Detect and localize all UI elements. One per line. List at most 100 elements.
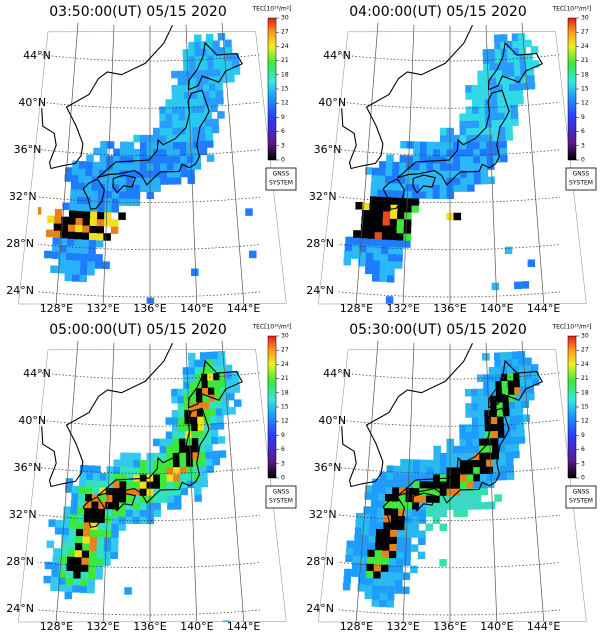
tec-cell bbox=[466, 480, 475, 489]
tec-cell bbox=[515, 407, 524, 416]
tec-cell bbox=[479, 459, 488, 467]
tec-cell bbox=[178, 431, 187, 439]
tec-cell bbox=[502, 76, 510, 85]
tec-cell bbox=[518, 358, 526, 366]
tec-cell bbox=[403, 240, 411, 248]
tec-cell bbox=[377, 500, 386, 508]
tec-cell bbox=[220, 75, 229, 83]
tec-cell bbox=[190, 91, 199, 99]
tec-cell bbox=[212, 457, 221, 466]
tec-cell bbox=[504, 111, 512, 120]
tec-cell bbox=[494, 359, 502, 368]
tec-cell bbox=[212, 365, 221, 374]
tec-cell bbox=[213, 379, 222, 388]
colorbar-label: TEC[10¹⁶/m²] bbox=[551, 6, 591, 13]
tec-cell bbox=[91, 183, 99, 191]
meridian bbox=[402, 342, 415, 622]
tec-cell bbox=[82, 225, 90, 233]
tec-cell bbox=[495, 69, 504, 78]
tec-cell bbox=[376, 196, 385, 204]
tec-cell bbox=[226, 67, 235, 76]
meridian bbox=[355, 340, 379, 622]
tec-cell bbox=[65, 577, 74, 586]
tec-cell bbox=[479, 141, 488, 149]
tec-cell bbox=[68, 528, 77, 536]
tec-cell bbox=[439, 149, 448, 157]
tec-cell bbox=[532, 60, 540, 68]
tec-cell bbox=[453, 184, 461, 192]
tec-cell bbox=[404, 515, 413, 524]
tec-cell bbox=[403, 558, 411, 566]
tec-cell bbox=[453, 481, 461, 489]
tec-cell bbox=[112, 183, 120, 192]
coastline bbox=[187, 359, 243, 409]
tec-cell bbox=[191, 437, 200, 446]
tec-cell bbox=[478, 98, 486, 107]
tec-cell bbox=[119, 162, 128, 171]
tec-cell bbox=[439, 184, 448, 192]
coastline bbox=[397, 89, 510, 186]
tec-cell bbox=[507, 55, 515, 63]
tec-cell bbox=[106, 162, 114, 170]
tec-cell bbox=[488, 366, 497, 375]
colorbar-tick-label: 24 bbox=[281, 361, 289, 368]
tec-cell bbox=[365, 584, 373, 593]
tec-cell bbox=[126, 177, 134, 185]
tec-cell bbox=[517, 429, 525, 437]
tec-cell bbox=[426, 163, 434, 171]
tec-cell bbox=[459, 466, 468, 475]
tec-cell bbox=[514, 68, 522, 77]
tec-cell bbox=[172, 141, 181, 150]
lon-label: 144°E bbox=[527, 302, 560, 315]
tec-cell bbox=[180, 480, 188, 489]
tec-cell bbox=[368, 210, 377, 218]
tec-cell bbox=[497, 105, 506, 113]
tec-cell bbox=[505, 126, 513, 134]
tec-cell bbox=[419, 473, 428, 482]
tec-cell bbox=[225, 371, 233, 380]
tec-cell bbox=[369, 513, 378, 522]
tec-cell bbox=[351, 244, 360, 252]
tec-cell bbox=[487, 501, 496, 510]
tec-cell bbox=[399, 480, 407, 488]
tec-cell bbox=[89, 225, 97, 234]
tec-cell bbox=[198, 126, 207, 134]
tec-cell bbox=[507, 373, 515, 381]
tec-cell bbox=[426, 473, 434, 482]
tec-cell bbox=[179, 452, 187, 460]
tec-cell bbox=[214, 393, 223, 402]
tec-cell bbox=[139, 488, 148, 496]
tec-cell bbox=[203, 97, 212, 106]
tec-cell bbox=[395, 239, 404, 248]
tec-cell bbox=[464, 388, 473, 397]
tec-cell bbox=[482, 49, 491, 57]
tec-cell bbox=[233, 399, 242, 407]
tec-cell bbox=[80, 260, 88, 268]
tec-cell bbox=[215, 82, 223, 91]
colorbar-tick-label: 9 bbox=[581, 114, 585, 121]
tec-cell bbox=[75, 224, 83, 233]
tec-cell bbox=[197, 112, 206, 120]
tec-cell bbox=[512, 365, 521, 374]
colorbar-tick-label: 9 bbox=[281, 114, 285, 121]
tec-cell bbox=[58, 251, 67, 260]
lat-label: 32°N bbox=[309, 508, 337, 521]
tec-cell bbox=[166, 466, 174, 475]
tec-cell bbox=[485, 452, 494, 460]
tec-cell bbox=[218, 450, 227, 458]
tec-cell bbox=[72, 160, 80, 169]
tec-cell bbox=[186, 466, 194, 474]
colorbar-tick-label: 21 bbox=[281, 57, 289, 64]
tec-cell bbox=[206, 40, 214, 49]
tec-cell bbox=[178, 106, 186, 114]
tec-cell bbox=[52, 237, 61, 245]
panel-title: 05:30:00(UT) 05/15 2020 bbox=[349, 322, 526, 338]
coastline bbox=[187, 41, 243, 91]
tec-cell bbox=[460, 495, 468, 503]
tec-cell bbox=[220, 68, 228, 76]
tec-cell bbox=[165, 106, 174, 114]
tec-cell bbox=[166, 127, 174, 136]
meridian bbox=[355, 22, 379, 304]
tec-cell bbox=[375, 535, 384, 544]
tec-cell bbox=[519, 54, 527, 62]
